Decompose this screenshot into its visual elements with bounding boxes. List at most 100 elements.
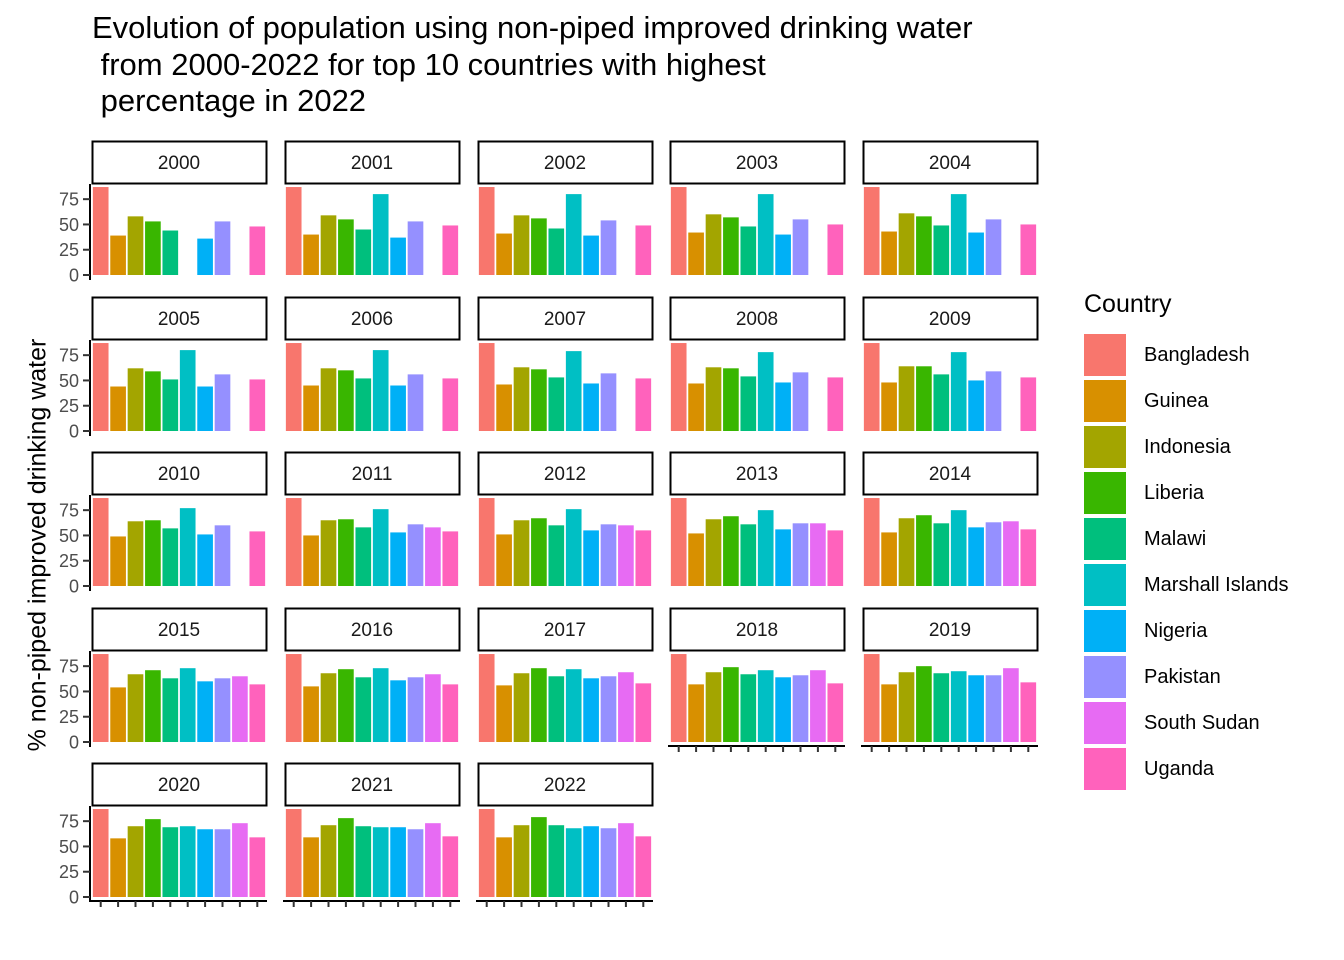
bar-indonesia	[320, 368, 337, 431]
bar-marshall-islands	[372, 350, 389, 431]
bar-indonesia	[513, 825, 530, 897]
bar-uganda	[442, 531, 459, 586]
bar-indonesia	[127, 674, 144, 742]
y-tick-label: 50	[59, 837, 79, 857]
bar-indonesia	[513, 367, 530, 431]
facet-strip-label: 2007	[544, 309, 586, 330]
legend-item: Bangladesh	[1084, 332, 1289, 378]
bar-uganda	[827, 377, 844, 431]
bar-nigeria	[390, 680, 406, 742]
bar-indonesia	[513, 673, 530, 742]
bar-liberia	[338, 219, 354, 275]
y-tick-label: 0	[69, 577, 79, 597]
bar-bangladesh	[478, 654, 495, 742]
bar-bangladesh	[478, 498, 495, 586]
bar-uganda	[442, 684, 459, 742]
bar-malawi	[162, 827, 179, 897]
bar-malawi	[162, 678, 179, 742]
bar-indonesia	[705, 367, 722, 431]
bar-indonesia	[320, 520, 337, 586]
bar-guinea	[496, 837, 512, 897]
bar-pakistan	[407, 829, 424, 897]
legend-key	[1084, 380, 1126, 422]
facet-strip	[477, 451, 654, 496]
bar-uganda	[827, 224, 844, 275]
legend-key	[1084, 472, 1126, 514]
facet-strip	[91, 762, 268, 807]
legend-label: Liberia	[1144, 481, 1205, 504]
bar-uganda	[249, 226, 266, 275]
bar-guinea	[688, 383, 704, 431]
bar-guinea	[303, 234, 319, 275]
facet-strip	[284, 140, 461, 185]
facet-strip	[477, 762, 654, 807]
bar-marshall-islands	[179, 508, 196, 586]
y-tick-label: 50	[59, 215, 79, 235]
bar-nigeria	[197, 829, 213, 897]
bar-malawi	[933, 523, 950, 586]
bar-nigeria	[390, 237, 406, 275]
facet-strip-label: 2011	[352, 464, 393, 485]
bar-uganda	[635, 225, 652, 275]
bar-nigeria	[775, 677, 791, 742]
bar-nigeria	[968, 675, 984, 742]
legend-item: Indonesia	[1084, 424, 1289, 470]
legend-item: Liberia	[1084, 470, 1289, 516]
bar-bangladesh	[92, 498, 109, 586]
bar-liberia	[723, 516, 739, 586]
bar-indonesia	[705, 214, 722, 275]
bar-marshall-islands	[565, 509, 582, 586]
bar-guinea	[881, 684, 897, 742]
bar-malawi	[933, 374, 950, 431]
bar-liberia	[145, 520, 161, 586]
bar-malawi	[355, 527, 372, 586]
bar-guinea	[496, 685, 512, 742]
y-tick-label: 50	[59, 371, 79, 391]
facet-strip	[669, 140, 846, 185]
facet-strip	[862, 140, 1039, 185]
facet-strip	[477, 607, 654, 652]
bar-south-sudan	[1003, 668, 1019, 742]
facet-strip	[284, 762, 461, 807]
bar-uganda	[249, 684, 266, 742]
bar-malawi	[933, 673, 950, 742]
bar-south-sudan	[425, 823, 441, 897]
bar-nigeria	[197, 681, 213, 742]
facet-strip-label: 2000	[158, 153, 200, 174]
legend-key	[1084, 610, 1126, 652]
bar-marshall-islands	[950, 194, 967, 275]
bar-guinea	[881, 532, 897, 586]
bar-uganda	[1020, 224, 1037, 275]
bar-guinea	[688, 232, 704, 275]
bar-guinea	[303, 837, 319, 897]
bar-marshall-islands	[950, 671, 967, 742]
facet-strip-label: 2004	[929, 153, 972, 174]
bar-bangladesh	[478, 187, 495, 275]
bar-bangladesh	[863, 187, 880, 275]
y-tick-label: 25	[59, 551, 79, 571]
bar-bangladesh	[478, 809, 495, 897]
facet-strip-label: 2016	[351, 620, 393, 641]
bar-malawi	[355, 677, 372, 742]
legend-item: South Sudan	[1084, 700, 1289, 746]
facet-strip-label: 2020	[158, 775, 200, 796]
legend-key	[1084, 518, 1126, 560]
bar-indonesia	[127, 521, 144, 586]
legend-label: South Sudan	[1144, 711, 1260, 734]
bar-marshall-islands	[179, 668, 196, 742]
bar-pakistan	[214, 221, 231, 275]
facet-strip	[91, 451, 268, 496]
bar-pakistan	[792, 675, 809, 742]
bar-marshall-islands	[565, 351, 582, 431]
bar-nigeria	[968, 380, 984, 431]
facet-strip-label: 2021	[351, 775, 393, 796]
bar-uganda	[827, 530, 844, 586]
bar-liberia	[723, 368, 739, 431]
bar-south-sudan	[618, 672, 634, 742]
bar-bangladesh	[670, 343, 687, 431]
bar-bangladesh	[92, 187, 109, 275]
bar-indonesia	[513, 520, 530, 586]
y-tick-label: 25	[59, 240, 79, 260]
bar-nigeria	[775, 382, 791, 431]
bar-guinea	[496, 534, 512, 586]
